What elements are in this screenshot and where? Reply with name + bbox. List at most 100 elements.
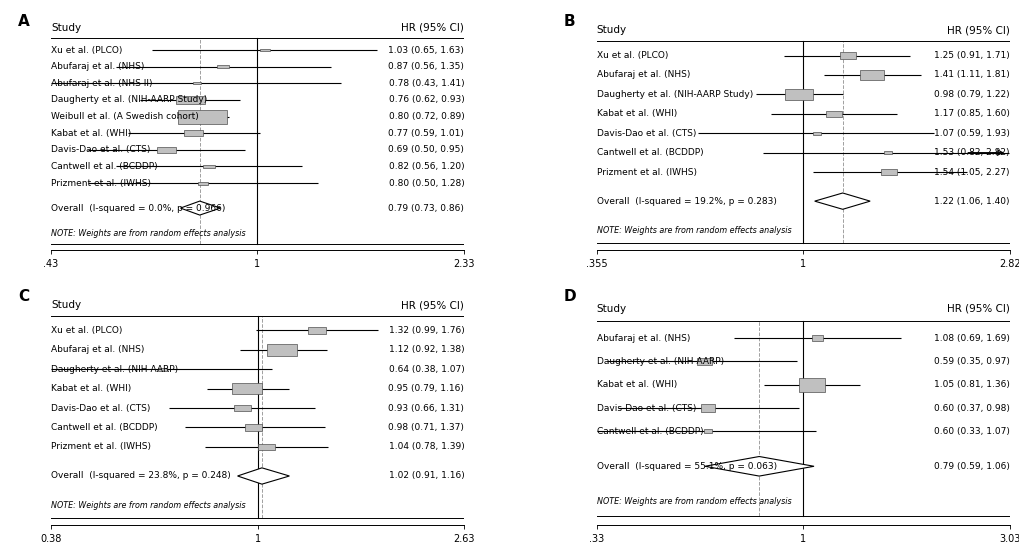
Text: Kabat et al. (WHI): Kabat et al. (WHI) [596, 109, 677, 118]
Text: 0.59 (0.35, 0.97): 0.59 (0.35, 0.97) [933, 357, 1009, 366]
Bar [233, 405, 251, 411]
Bar [267, 344, 297, 355]
Text: 1.32 (0.99, 1.76): 1.32 (0.99, 1.76) [388, 326, 464, 335]
Text: Xu et al. (PLCO): Xu et al. (PLCO) [51, 46, 122, 55]
Text: Cantwell et al. (BCDDP): Cantwell et al. (BCDDP) [51, 423, 158, 432]
Text: 0.98 (0.79, 1.22): 0.98 (0.79, 1.22) [933, 90, 1009, 99]
Bar [178, 109, 227, 123]
Text: Weibull et al. (A Swedish cohort): Weibull et al. (A Swedish cohort) [51, 112, 199, 121]
Text: HR (95% CI): HR (95% CI) [946, 304, 1009, 314]
Text: Daugherty et al. (NIH-AARP): Daugherty et al. (NIH-AARP) [596, 357, 722, 366]
Text: Overall  (I-squared = 55.1%, p = 0.063): Overall (I-squared = 55.1%, p = 0.063) [596, 462, 775, 471]
Text: 1.53 (0.82, 2.82): 1.53 (0.82, 2.82) [933, 148, 1009, 157]
Text: Daugherty et al. (NIH-AARP Study): Daugherty et al. (NIH-AARP Study) [51, 95, 207, 104]
Text: 0.64 (0.38, 1.07): 0.64 (0.38, 1.07) [388, 365, 464, 374]
Bar [697, 358, 711, 365]
Bar [785, 89, 812, 100]
Bar [231, 383, 262, 395]
Text: Study: Study [596, 304, 626, 314]
Bar [883, 151, 891, 154]
Text: 0.79 (0.59, 1.06): 0.79 (0.59, 1.06) [933, 462, 1009, 471]
Bar [217, 65, 229, 68]
Bar [703, 430, 711, 434]
Text: Prizment et al. (IWHS): Prizment et al. (IWHS) [51, 179, 151, 187]
Text: Cantwell et al. (BCDDP): Cantwell et al. (BCDDP) [596, 148, 702, 157]
Text: Kabat et al. (WHI): Kabat et al. (WHI) [596, 380, 677, 389]
Text: 1.12 (0.92, 1.38): 1.12 (0.92, 1.38) [388, 345, 464, 354]
Text: 0.80 (0.50, 1.28): 0.80 (0.50, 1.28) [388, 179, 464, 187]
Bar [700, 404, 714, 412]
Text: HR (95% CI): HR (95% CI) [946, 25, 1009, 35]
Bar [158, 368, 166, 371]
Text: 1.07 (0.59, 1.93): 1.07 (0.59, 1.93) [933, 129, 1009, 138]
Text: Kabat et al. (WHI): Kabat et al. (WHI) [51, 384, 131, 393]
Text: 1.08 (0.69, 1.69): 1.08 (0.69, 1.69) [933, 334, 1009, 343]
Text: Study: Study [51, 300, 82, 310]
Text: Prizment et al. (IWHS): Prizment et al. (IWHS) [596, 167, 696, 176]
Text: 1.02 (0.91, 1.16): 1.02 (0.91, 1.16) [388, 472, 464, 480]
Text: 0.60 (0.37, 0.98): 0.60 (0.37, 0.98) [933, 403, 1009, 412]
Text: NOTE: Weights are from random effects analysis: NOTE: Weights are from random effects an… [596, 226, 791, 235]
Text: HR (95% CI): HR (95% CI) [401, 22, 464, 32]
Bar [260, 49, 269, 51]
Bar [198, 182, 208, 185]
Bar [308, 327, 325, 334]
Bar [859, 70, 882, 80]
Text: Abufaraj et al. (NHS): Abufaraj et al. (NHS) [596, 334, 689, 343]
Text: D: D [562, 289, 576, 304]
Text: 1.41 (1.11, 1.81): 1.41 (1.11, 1.81) [933, 70, 1009, 79]
Text: Davis-Dao et al. (CTS): Davis-Dao et al. (CTS) [596, 129, 695, 138]
Text: NOTE: Weights are from random effects analysis: NOTE: Weights are from random effects an… [51, 501, 246, 509]
Bar [257, 444, 274, 450]
Text: Abufaraj et al. (NHS II): Abufaraj et al. (NHS II) [51, 79, 153, 88]
Text: C: C [18, 289, 29, 304]
Text: Daugherty et al. (NIH-AARP): Daugherty et al. (NIH-AARP) [51, 365, 178, 374]
Text: Abufaraj et al. (NHS): Abufaraj et al. (NHS) [51, 62, 145, 71]
Text: Study: Study [596, 25, 626, 35]
Polygon shape [180, 201, 220, 215]
Bar [839, 52, 855, 59]
Text: Cantwell et al. (BCDDP): Cantwell et al. (BCDDP) [596, 427, 702, 436]
Polygon shape [814, 193, 869, 209]
Text: Kabat et al. (WHI): Kabat et al. (WHI) [51, 129, 131, 138]
Bar [811, 335, 822, 341]
Text: 1.22 (1.06, 1.40): 1.22 (1.06, 1.40) [933, 196, 1009, 206]
Text: Xu et al. (PLCO): Xu et al. (PLCO) [596, 51, 667, 60]
Text: HR (95% CI): HR (95% CI) [401, 300, 464, 310]
Text: 0.69 (0.50, 0.95): 0.69 (0.50, 0.95) [388, 145, 464, 155]
Bar [193, 82, 201, 84]
Text: Davis-Dao et al. (CTS): Davis-Dao et al. (CTS) [51, 145, 150, 155]
Bar [183, 131, 203, 136]
Bar [175, 96, 205, 104]
Text: NOTE: Weights are from random effects analysis: NOTE: Weights are from random effects an… [596, 497, 791, 506]
Polygon shape [704, 456, 813, 476]
Bar [825, 110, 842, 117]
Text: Overall  (I-squared = 19.2%, p = 0.283): Overall (I-squared = 19.2%, p = 0.283) [596, 196, 775, 206]
Text: 1.54 (1.05, 2.27): 1.54 (1.05, 2.27) [933, 167, 1009, 176]
Text: 0.79 (0.73, 0.86): 0.79 (0.73, 0.86) [388, 204, 464, 213]
Text: 1.03 (0.65, 1.63): 1.03 (0.65, 1.63) [388, 46, 464, 55]
Text: Study: Study [51, 22, 82, 32]
Text: Prizment et al. (IWHS): Prizment et al. (IWHS) [51, 442, 151, 451]
Text: 0.98 (0.71, 1.37): 0.98 (0.71, 1.37) [388, 423, 464, 432]
Text: A: A [18, 15, 30, 30]
Text: Daugherty et al. (NIH-AARP Study): Daugherty et al. (NIH-AARP Study) [596, 90, 752, 99]
Text: 0.80 (0.72, 0.89): 0.80 (0.72, 0.89) [388, 112, 464, 121]
Text: Davis-Dao et al. (CTS): Davis-Dao et al. (CTS) [51, 403, 150, 412]
Text: 0.87 (0.56, 1.35): 0.87 (0.56, 1.35) [388, 62, 464, 71]
Text: 0.78 (0.43, 1.41): 0.78 (0.43, 1.41) [388, 79, 464, 88]
Text: Davis-Dao et al. (CTS): Davis-Dao et al. (CTS) [596, 403, 695, 412]
Bar [812, 132, 819, 135]
Bar [880, 169, 897, 175]
Polygon shape [237, 468, 289, 484]
Text: Abufaraj et al. (NHS): Abufaraj et al. (NHS) [51, 345, 145, 354]
Bar [157, 147, 176, 153]
Text: 0.77 (0.59, 1.01): 0.77 (0.59, 1.01) [388, 129, 464, 138]
Text: Xu et al. (PLCO): Xu et al. (PLCO) [51, 326, 122, 335]
Text: 1.17 (0.85, 1.60): 1.17 (0.85, 1.60) [933, 109, 1009, 118]
Text: 0.93 (0.66, 1.31): 0.93 (0.66, 1.31) [388, 403, 464, 412]
Bar [799, 378, 824, 392]
Text: Overall  (I-squared = 0.0%, p = 0.966): Overall (I-squared = 0.0%, p = 0.966) [51, 204, 225, 213]
Text: 0.82 (0.56, 1.20): 0.82 (0.56, 1.20) [388, 162, 464, 171]
Text: 1.04 (0.78, 1.39): 1.04 (0.78, 1.39) [388, 442, 464, 451]
